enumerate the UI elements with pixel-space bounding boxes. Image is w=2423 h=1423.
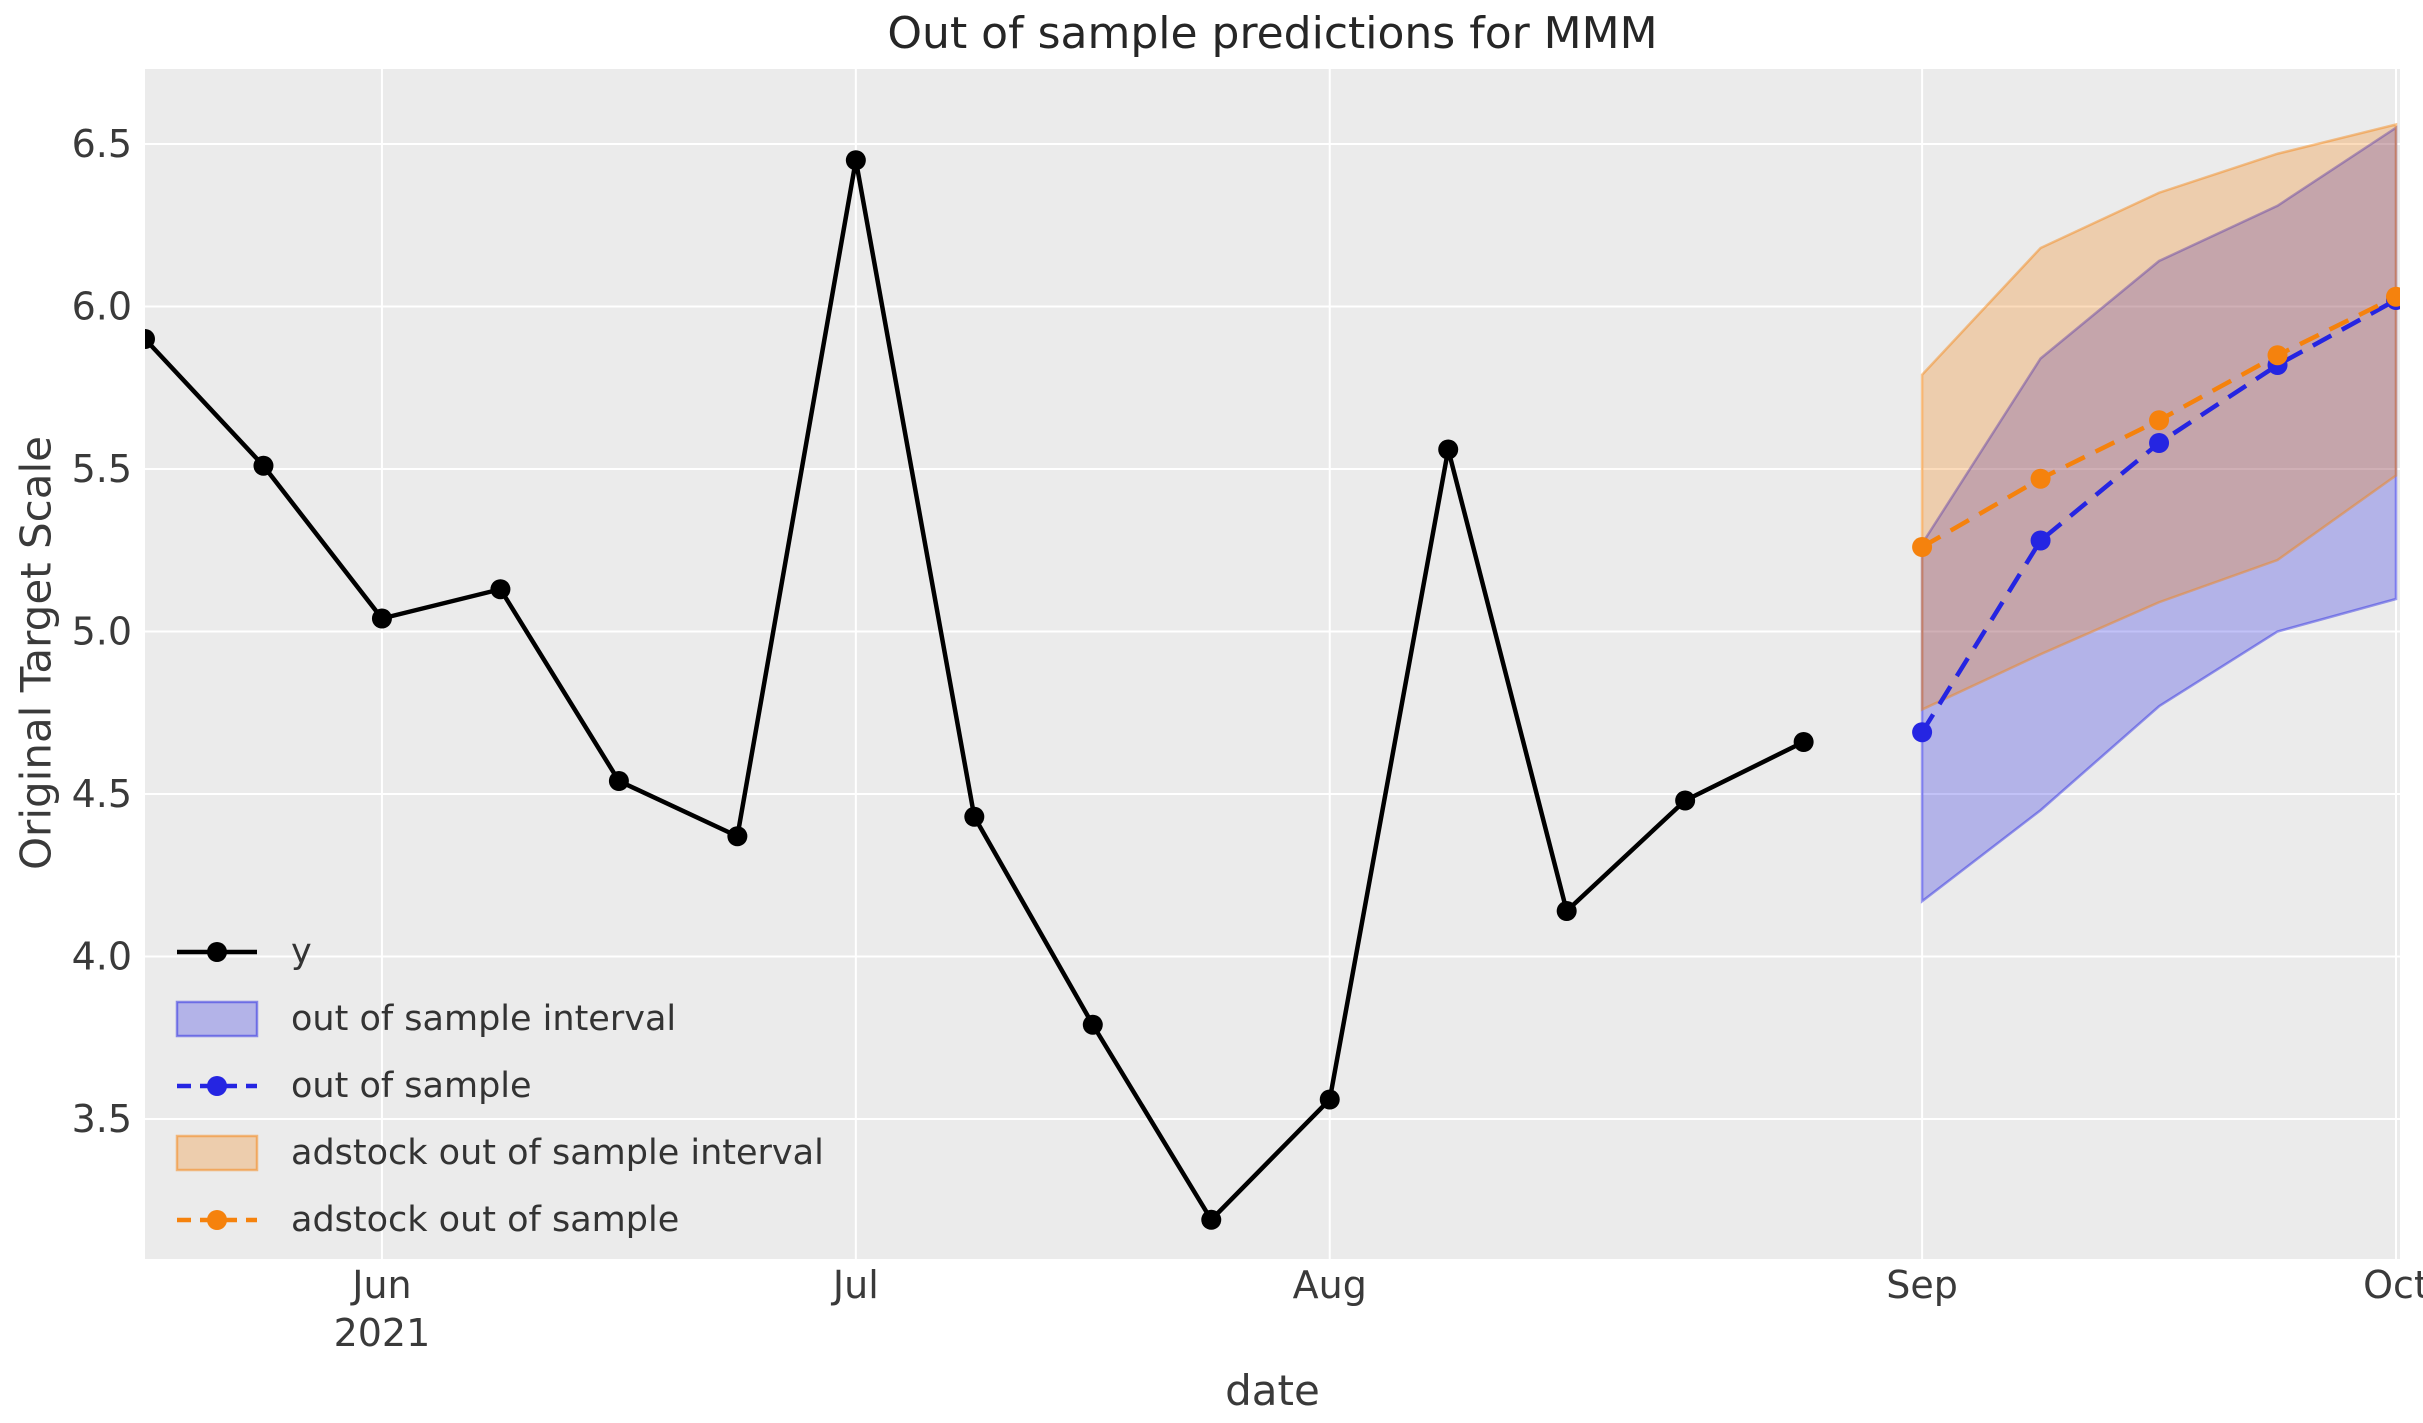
legend-swatch-adstock-out-of-sample-interval (175, 1134, 259, 1172)
legend-label: out of sample interval (291, 999, 676, 1039)
adstock-out-of-sample-marker (2149, 410, 2170, 431)
chart-title: Out of sample predictions for MMM (887, 8, 1658, 59)
y-marker (1319, 1089, 1340, 1110)
y-marker (1201, 1209, 1222, 1230)
y-tick-label: 5.5 (72, 447, 132, 491)
y-tick-label: 6.0 (72, 285, 132, 329)
y-marker (1438, 439, 1459, 460)
x-tick-label: Aug (1293, 1263, 1367, 1307)
legend-label: adstock out of sample (291, 1200, 679, 1240)
y-marker (608, 771, 629, 791)
y-axis-label: Original Target Scale (11, 436, 61, 870)
adstock-out-of-sample-marker (2386, 286, 2400, 307)
adstock-out-of-sample-marker (1912, 537, 1933, 557)
adstock-out-of-sample-marker (2030, 468, 2051, 489)
legend-marker-adstock-out-of-sample (207, 1210, 227, 1230)
legend-marker-out-of-sample (207, 1076, 227, 1096)
y-tick-label: 4.5 (72, 772, 132, 816)
y-tick-label: 4.0 (72, 935, 132, 979)
y-marker (1556, 901, 1577, 921)
y-marker (371, 608, 392, 629)
y-marker (490, 579, 511, 600)
y-marker (253, 455, 274, 476)
legend-marker-y (207, 942, 227, 962)
legend-label: y (291, 932, 312, 972)
adstock-out-of-sample-marker (2267, 345, 2288, 366)
legend-swatch-out-of-sample-interval (175, 1000, 259, 1038)
y-marker (1082, 1014, 1103, 1035)
y-marker (845, 150, 866, 171)
y-tick-label: 5.0 (72, 610, 132, 654)
y-tick-label: 6.5 (72, 122, 132, 166)
x-tick-label: Sep (1886, 1263, 1958, 1307)
y-marker (1675, 790, 1696, 811)
x-tick-label: Oct (2363, 1263, 2423, 1307)
legend-label: out of sample (291, 1066, 532, 1106)
legend-label: adstock out of sample interval (291, 1133, 824, 1173)
out-of-sample-interval-band (1920, 125, 2398, 904)
x-axis-label: date (1225, 1366, 1320, 1415)
x-tick-sublabel: 2021 (334, 1311, 431, 1355)
plot-background (145, 69, 2400, 1259)
x-tick-label: Jul (831, 1263, 879, 1307)
out-of-sample-marker (2030, 530, 2051, 551)
out-of-sample-marker (1912, 722, 1933, 743)
out-of-sample-marker (2149, 433, 2170, 453)
y-marker (964, 806, 985, 827)
y-tick-label: 3.5 (72, 1097, 132, 1141)
x-tick-label: Jun (350, 1263, 411, 1307)
y-marker (727, 826, 748, 847)
y-marker (145, 329, 155, 349)
y-marker (1793, 732, 1814, 752)
